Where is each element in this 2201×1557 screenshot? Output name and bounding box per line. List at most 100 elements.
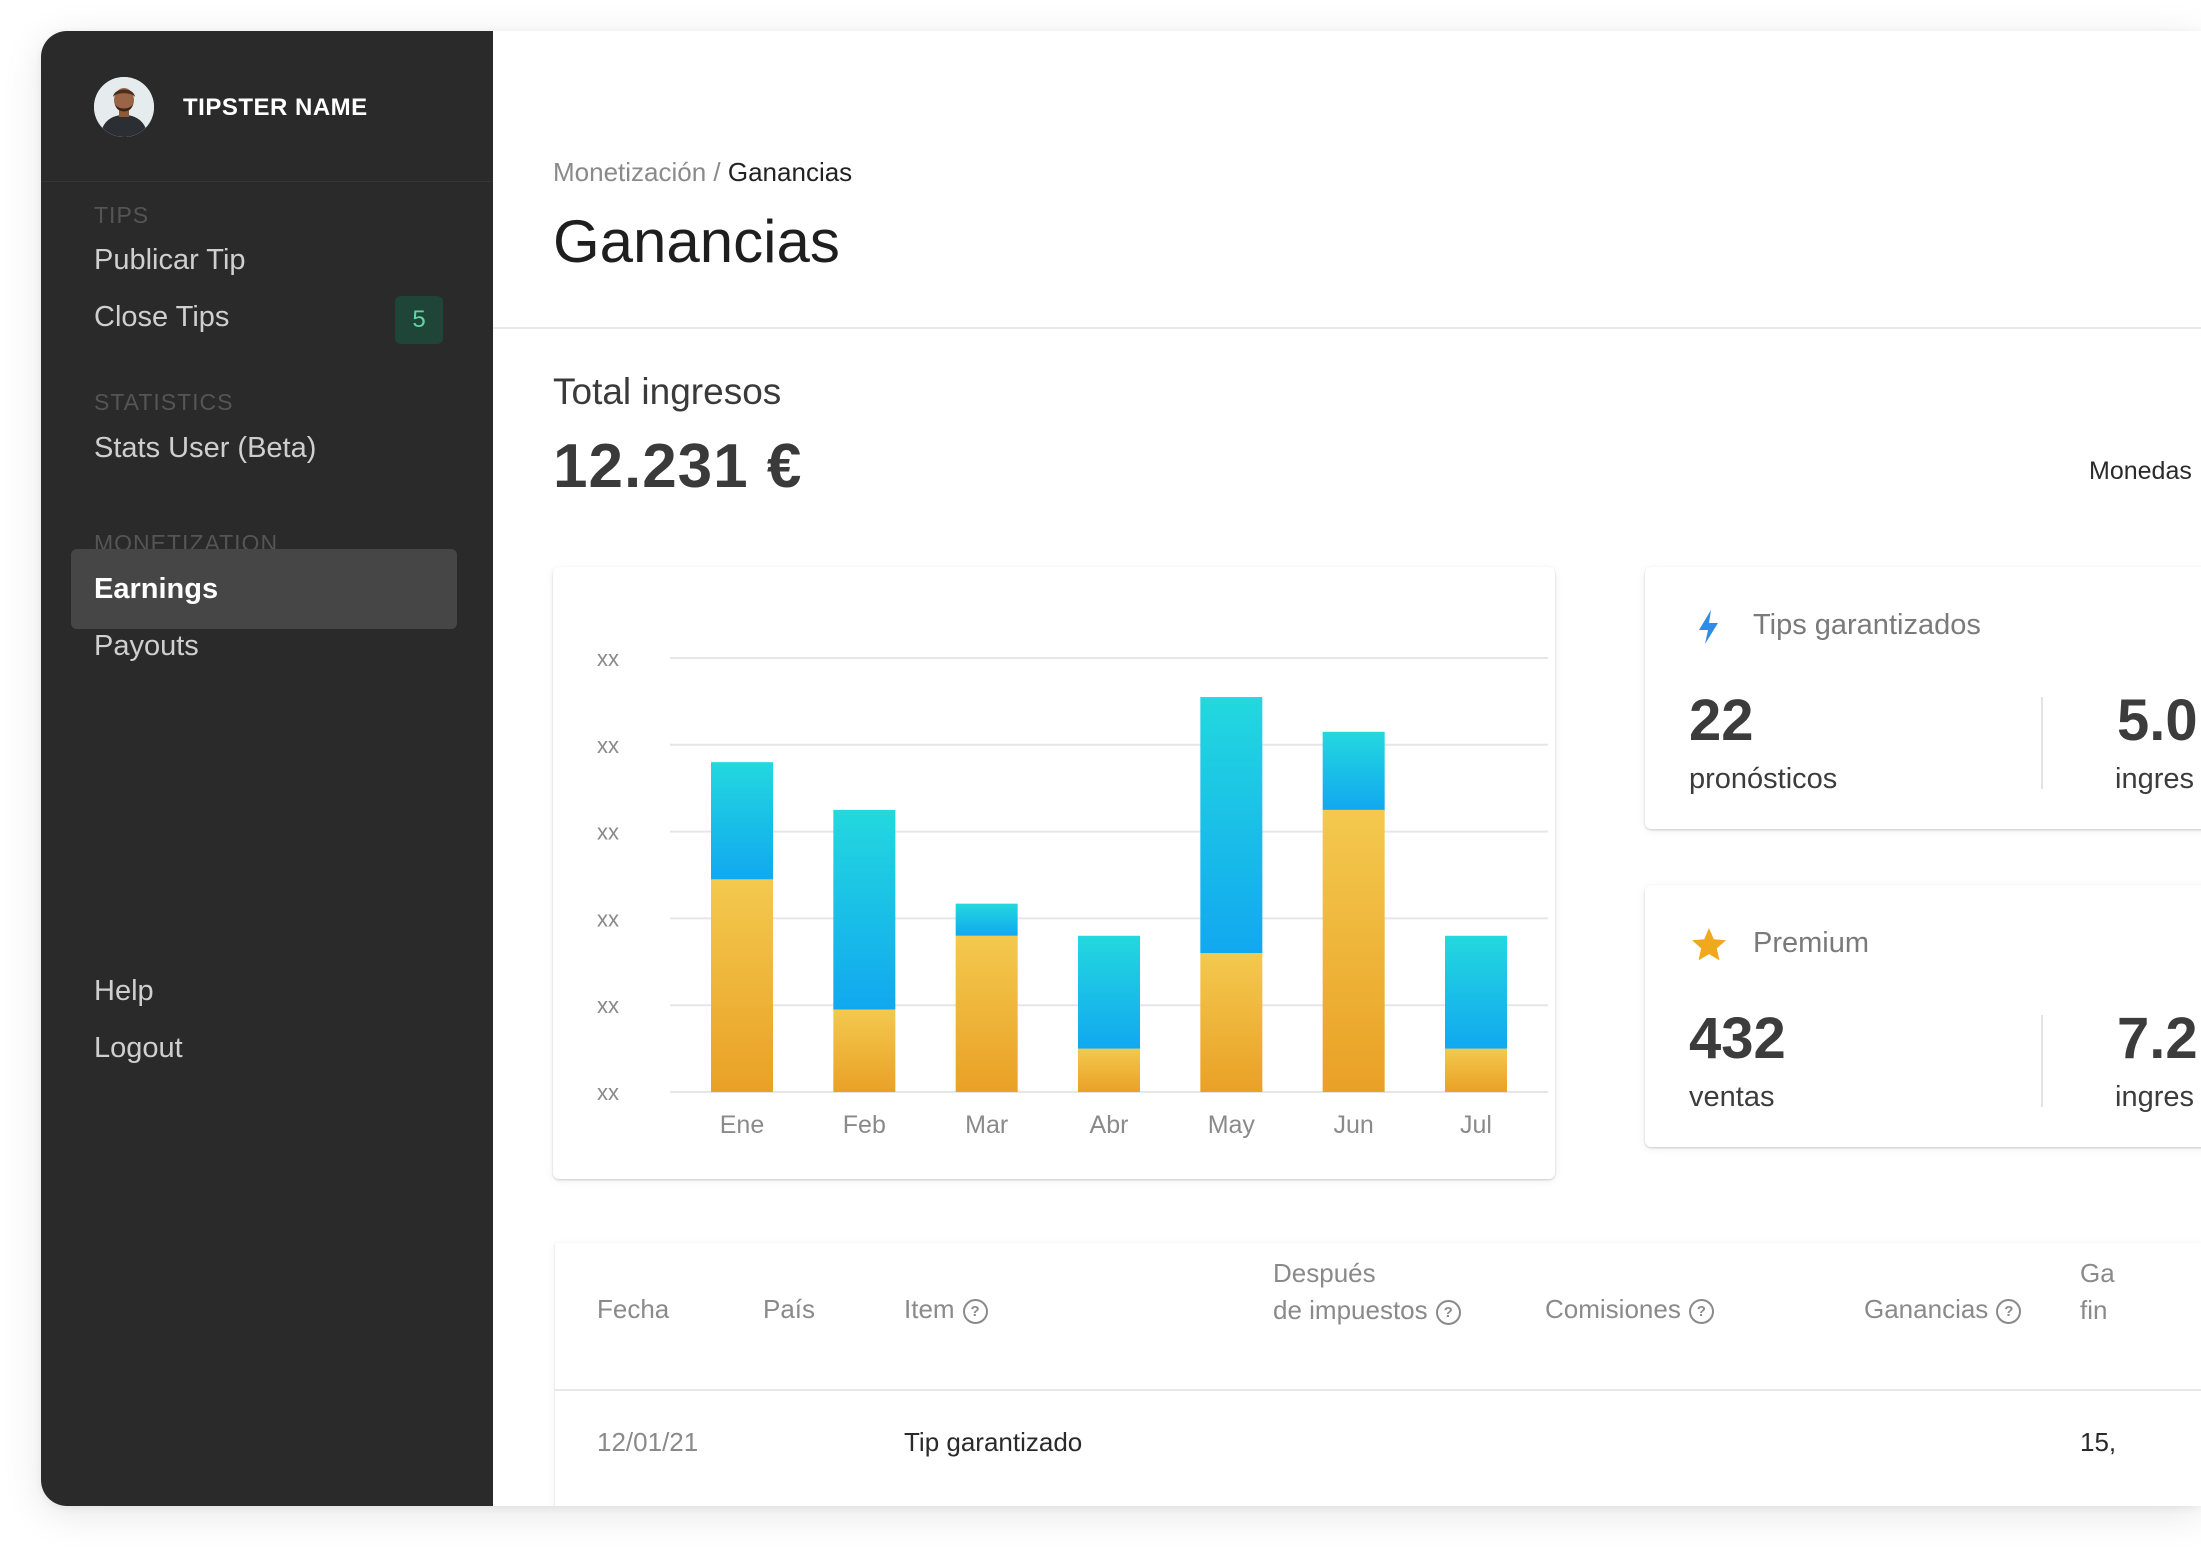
y-tick-label: xx: [597, 906, 619, 931]
stat-card-premium: Premium 432 ventas 7.2 ingres: [1645, 885, 2201, 1147]
stat-divider: [2041, 697, 2043, 789]
sidebar-item-label: Payouts: [94, 630, 199, 662]
x-tick-label: Mar: [965, 1111, 1008, 1139]
breadcrumb: Monetización / Ganancias: [553, 157, 852, 188]
column-header-ganancias[interactable]: Ganancias?: [1864, 1291, 2022, 1328]
bar-jun-series-1[interactable]: [1322, 809, 1385, 1092]
page-title: Ganancias: [553, 208, 840, 275]
sidebar-item-publicar-tip[interactable]: Publicar Tip: [71, 220, 457, 300]
column-header-ganancias-finales[interactable]: Ga fin: [2080, 1255, 2115, 1329]
x-tick-label: Ene: [720, 1111, 764, 1139]
currency-selector[interactable]: Monedas: [2089, 457, 2192, 485]
stat-subtitle: pronósticos: [1689, 763, 1838, 795]
earnings-chart: xx xx xx xx xx xx Ene Feb Mar Abr May Jun Jul: [597, 646, 1548, 1139]
y-tick-label: xx: [597, 1080, 619, 1105]
stat-subtitle: ventas: [1689, 1081, 1775, 1113]
x-tick-label: Feb: [843, 1111, 886, 1139]
avatar-image: [94, 77, 154, 137]
y-tick-label: xx: [597, 820, 619, 845]
x-tick-label: May: [1208, 1111, 1256, 1139]
sidebar-item-help[interactable]: Help: [71, 951, 457, 1031]
sidebar-item-label: Close Tips: [94, 301, 230, 333]
column-header-label-line2: fin: [2080, 1295, 2108, 1325]
cell-ganancias-finales: 15,: [2080, 1427, 2117, 1457]
sidebar-item-stats-user[interactable]: Stats User (Beta): [71, 408, 457, 488]
bar-may-series-2[interactable]: [1200, 697, 1263, 954]
avatar[interactable]: [94, 77, 154, 137]
stat-card-tips-garantizados: Tips garantizados 22 pronósticos 5.0 ing…: [1645, 567, 2201, 829]
bar-jul-series-2[interactable]: [1445, 935, 1507, 1049]
sidebar-item-label: Publicar Tip: [94, 244, 246, 276]
bar-jun-series-2[interactable]: [1322, 731, 1385, 810]
sidebar-item-payouts[interactable]: Payouts: [71, 606, 457, 686]
bar-ene-series-2[interactable]: [711, 762, 773, 880]
section-label-tips: TIPS: [94, 202, 150, 228]
stat-value-secondary: 7.2: [2117, 1006, 2198, 1071]
count-badge: 5: [395, 296, 443, 344]
column-header-despues-de-impuestos[interactable]: Después de impuestos?: [1273, 1255, 1461, 1329]
bar-jul-series-1[interactable]: [1445, 1048, 1507, 1092]
earnings-chart-card: xx xx xx xx xx xx Ene Feb Mar Abr May Jun Jul: [553, 567, 1555, 1179]
sidebar-item-label: Help: [94, 975, 154, 1007]
earnings-table: Fecha País Item? Después de impuestos? C…: [555, 1243, 2201, 1506]
profile-name[interactable]: TIPSTER NAME: [183, 94, 368, 121]
column-header-label: País: [763, 1294, 816, 1324]
bar-mar-series-2[interactable]: [955, 903, 1018, 936]
lightning-icon-shape: [1699, 610, 1718, 644]
stat-title: Tips garantizados: [1753, 609, 1981, 641]
bar-feb-series-1[interactable]: [833, 1009, 896, 1092]
column-header-label-line2: de impuestos: [1273, 1295, 1428, 1325]
sidebar-item-earnings[interactable]: Earnings: [71, 549, 457, 629]
breadcrumb-current: Ganancias: [727, 157, 853, 187]
cell-item: Tip garantizado: [904, 1427, 1083, 1457]
x-tick-label: Jun: [1334, 1111, 1374, 1139]
stat-subtitle-secondary: ingres: [2115, 763, 2194, 795]
y-tick-label: xx: [597, 993, 619, 1018]
help-icon[interactable]: ?: [962, 1299, 988, 1324]
column-header-label: Item: [904, 1294, 955, 1324]
app-window: TIPSTER NAME TIPS Publicar Tip Close Tip…: [41, 31, 2201, 1506]
profile-header[interactable]: TIPSTER NAME: [41, 31, 493, 182]
bar-ene-series-1[interactable]: [711, 879, 773, 1092]
sidebar: TIPSTER NAME TIPS Publicar Tip Close Tip…: [41, 31, 493, 1506]
cell-fecha: 12/01/21: [597, 1427, 699, 1457]
bar-abr-series-1[interactable]: [1078, 1048, 1140, 1092]
stat-subtitle-secondary: ingres: [2115, 1081, 2194, 1113]
stat-value-secondary: 5.0: [2117, 688, 2198, 753]
sidebar-item-close-tips[interactable]: Close Tips 5: [71, 277, 457, 357]
bar-may-series-1[interactable]: [1200, 953, 1263, 1092]
sidebar-item-label: Logout: [94, 1032, 183, 1064]
stat-value: 432: [1689, 1006, 1786, 1071]
section-label-statistics: STATISTICS: [94, 389, 234, 415]
column-header-label: Ganancias: [1864, 1294, 1989, 1324]
column-header-comisiones[interactable]: Comisiones?: [1545, 1291, 1714, 1328]
column-header-item[interactable]: Item?: [904, 1291, 988, 1328]
bar-mar-series-1[interactable]: [955, 935, 1018, 1092]
total-value: 12.231 €: [553, 432, 803, 501]
column-header-label: Comisiones: [1545, 1294, 1681, 1324]
sidebar-item-label: Earnings: [94, 573, 219, 605]
help-icon[interactable]: ?: [1688, 1299, 1714, 1324]
bar-feb-series-2[interactable]: [833, 809, 896, 1010]
stat-divider: [2041, 1015, 2043, 1107]
sidebar-item-label: Stats User (Beta): [94, 432, 317, 464]
stat-value: 22: [1689, 688, 1754, 753]
stat-title: Premium: [1753, 927, 1870, 959]
column-header-label-line1: Después: [1273, 1258, 1376, 1288]
column-header-label: Fecha: [597, 1294, 670, 1324]
column-header-pais[interactable]: País: [763, 1291, 815, 1328]
breadcrumb-parent[interactable]: Monetización: [553, 157, 707, 187]
star-icon: [1692, 928, 1726, 961]
y-tick-label: xx: [597, 733, 619, 758]
total-label: Total ingresos: [553, 371, 782, 412]
page-header: Monetización / Ganancias Ganancias: [493, 31, 2201, 329]
y-tick-label: xx: [597, 646, 619, 671]
bar-abr-series-2[interactable]: [1078, 935, 1140, 1049]
column-header-fecha[interactable]: Fecha: [597, 1291, 669, 1328]
help-icon[interactable]: ?: [1996, 1299, 2022, 1324]
breadcrumb-separator: /: [706, 157, 728, 187]
x-tick-label: Abr: [1090, 1111, 1129, 1139]
table-header-divider: [555, 1389, 2201, 1391]
help-icon[interactable]: ?: [1435, 1300, 1461, 1325]
sidebar-item-logout[interactable]: Logout: [71, 1008, 457, 1088]
